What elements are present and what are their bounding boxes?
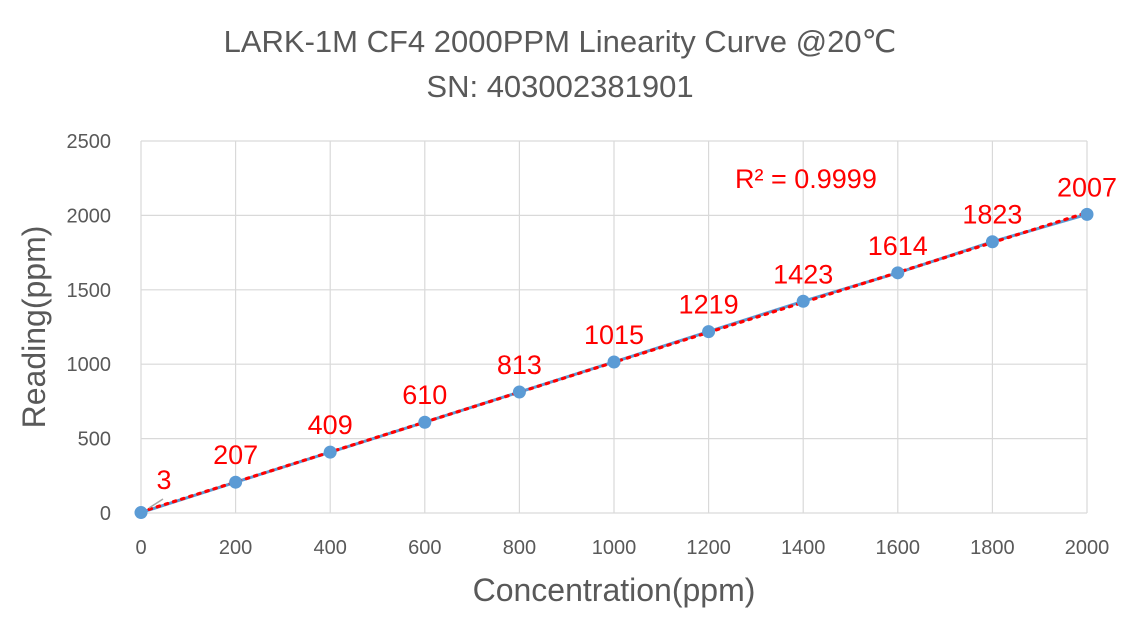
x-tick-label: 200 [219, 537, 252, 559]
data-point [1080, 207, 1094, 221]
data-point [418, 415, 432, 429]
r-squared-label: R² = 0.9999 [735, 164, 877, 194]
x-axis-title: Concentration(ppm) [473, 572, 756, 608]
data-label: 1219 [679, 290, 739, 320]
data-label: 409 [308, 410, 353, 440]
data-points [134, 207, 1094, 520]
data-label: 3 [156, 465, 171, 495]
data-label: 610 [402, 380, 447, 410]
x-tick-label: 1200 [686, 537, 731, 559]
data-point [796, 294, 810, 308]
data-point [323, 445, 337, 459]
data-label: 1823 [962, 200, 1022, 230]
data-point [134, 506, 148, 520]
x-tick-label: 1800 [970, 537, 1015, 559]
data-label: 813 [497, 350, 542, 380]
data-label: 1423 [773, 259, 833, 289]
y-tick-label: 1000 [67, 354, 112, 376]
chart-subtitle: SN: 403002381901 [426, 69, 693, 104]
data-label: 1015 [584, 320, 644, 350]
data-point [512, 385, 526, 399]
y-tick-label: 2000 [67, 205, 112, 227]
data-point [985, 235, 999, 249]
x-tick-label: 800 [503, 537, 536, 559]
y-tick-label: 500 [78, 429, 111, 451]
chart-title: LARK-1M CF4 2000PPM Linearity Curve @20℃ [224, 24, 897, 59]
x-tick-label: 1400 [781, 537, 826, 559]
data-label: 207 [213, 440, 258, 470]
x-tick-label: 0 [135, 537, 146, 559]
y-tick-label: 2500 [67, 131, 112, 153]
data-point [891, 266, 905, 280]
data-point [229, 475, 243, 489]
y-axis-tick-labels: 0 500 1000 1500 2000 2500 [67, 131, 112, 525]
y-axis-title: Reading(ppm) [16, 226, 52, 429]
x-tick-label: 600 [408, 537, 441, 559]
x-tick-label: 1600 [876, 537, 921, 559]
x-tick-label: 2000 [1065, 537, 1110, 559]
y-tick-label: 0 [100, 503, 111, 525]
x-tick-label: 1000 [592, 537, 637, 559]
data-point [702, 325, 716, 339]
x-tick-label: 400 [314, 537, 347, 559]
data-label: 2007 [1057, 172, 1117, 202]
label-leader-line [148, 498, 164, 509]
data-point [607, 355, 621, 369]
y-tick-label: 1500 [67, 280, 112, 302]
x-axis-tick-labels: 0 200 400 600 800 1000 1200 1400 1600 1800 2000 [135, 537, 1109, 559]
data-label: 1614 [868, 231, 928, 261]
data-labels: 3 207 409 610 813 1015 1219 1423 1614 1823 2007 [156, 172, 1117, 495]
